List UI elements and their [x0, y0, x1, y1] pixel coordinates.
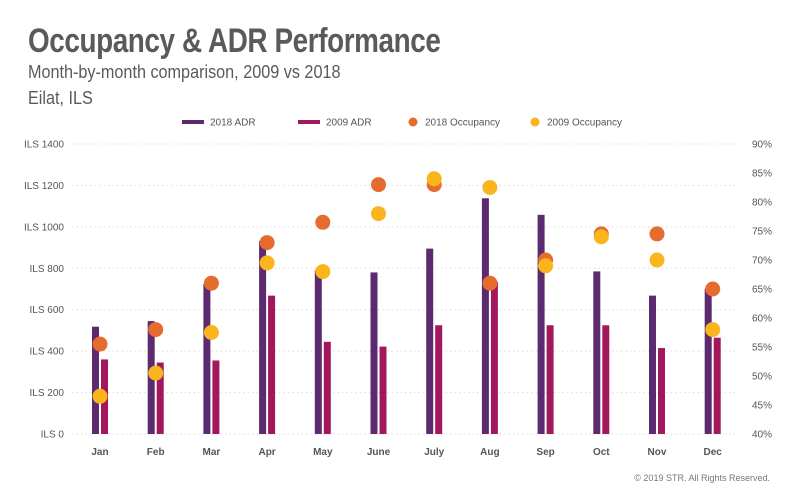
x-tick-label: Nov [648, 447, 667, 458]
x-tick-label: July [424, 447, 444, 458]
left-tick-label: ILS 1200 [24, 181, 64, 192]
bar-2018-adr [370, 272, 378, 434]
x-tick-label: Oct [593, 447, 610, 458]
dot-2018-occupancy [259, 235, 275, 251]
legend-label: 2018 Occupancy [425, 118, 500, 129]
gridlines [72, 143, 738, 435]
x-tick-label: Mar [203, 447, 221, 458]
bar-2018-adr [704, 288, 712, 434]
bar-2009-adr [268, 295, 276, 434]
bar-2009-adr [379, 346, 387, 434]
right-tick-label: 40% [752, 430, 772, 441]
chart-title: Occupancy & ADR Performance [28, 22, 441, 60]
bar-marks [92, 198, 721, 434]
legend-item: 2009 ADR [298, 118, 372, 129]
dot-2009-occupancy [259, 255, 275, 271]
dot-2018-occupancy [482, 275, 498, 291]
right-tick-label: 75% [752, 227, 772, 238]
bar-2018-adr [203, 283, 211, 434]
dot-marks [92, 171, 721, 404]
legend-item: 2018 ADR [182, 118, 256, 129]
left-axis: ILS 0 ILS 200 ILS 400 ILS 600 ILS 800 ILS 100… [24, 140, 64, 441]
left-tick-label: ILS 400 [30, 347, 65, 358]
legend-swatch [530, 117, 540, 127]
dot-2009-occupancy [482, 180, 498, 195]
right-axis: 40% 45% 50% 55% 60% 65% 70% 75% 80% 85% 90% [752, 140, 772, 441]
dot-2009-occupancy [371, 206, 386, 222]
dot-2018-occupancy [705, 281, 721, 297]
x-tick-label: Sep [536, 447, 554, 458]
bar-2018-adr [537, 214, 545, 434]
dot-2009-occupancy [593, 229, 609, 245]
right-tick-label: 55% [752, 343, 772, 354]
dot-2009-occupancy [705, 322, 721, 338]
bar-2009-adr [546, 325, 554, 434]
right-tick-label: 85% [752, 169, 772, 180]
bar-2009-adr [658, 348, 665, 434]
left-tick-label: ILS 600 [30, 305, 65, 316]
x-tick-label: Jan [91, 447, 108, 458]
dot-2009-occupancy [426, 171, 442, 187]
right-tick-label: 65% [752, 285, 772, 296]
dot-2009-occupancy [203, 325, 219, 340]
dot-2009-occupancy [538, 258, 554, 274]
dot-2018-occupancy [371, 177, 386, 193]
right-tick-label: 50% [752, 372, 772, 383]
bar-2009-adr [212, 360, 220, 434]
bar-2009-adr [323, 341, 331, 434]
bar-2009-adr [156, 362, 164, 434]
dot-2018-occupancy [649, 226, 665, 242]
right-tick-label: 70% [752, 256, 772, 267]
x-axis: Jan Feb Mar Apr May June July Aug Sep Oct Nov Dec [91, 447, 722, 458]
right-tick-label: 90% [752, 140, 772, 151]
x-tick-label: Apr [258, 447, 275, 458]
legend-label: 2009 Occupancy [547, 118, 622, 129]
bar-2018-adr [649, 295, 656, 434]
legend-item: 2018 Occupancy [408, 117, 500, 129]
bar-2009-adr [602, 325, 610, 434]
bar-2018-adr [481, 198, 489, 434]
dot-2018-occupancy [148, 322, 164, 338]
legend-label: 2018 ADR [210, 118, 256, 129]
x-tick-label: Feb [147, 447, 165, 458]
right-tick-label: 80% [752, 198, 772, 209]
dot-2009-occupancy [92, 388, 108, 404]
dot-2009-occupancy [315, 264, 331, 280]
x-tick-label: Aug [480, 447, 499, 458]
dot-2018-occupancy [315, 214, 331, 230]
legend: 2018 ADR 2009 ADR 2018 Occupancy 2009 Occup… [182, 117, 622, 129]
left-tick-label: ILS 1400 [24, 140, 64, 151]
chart-location: Eilat, ILS [28, 88, 93, 108]
left-tick-label: ILS 800 [30, 264, 65, 275]
legend-swatch [408, 117, 418, 127]
legend-item: 2009 Occupancy [530, 117, 622, 129]
copyright-footer: © 2019 STR. All Rights Reserved. [634, 473, 770, 483]
dot-2018-occupancy [203, 275, 219, 291]
bar-2018-adr [593, 271, 601, 434]
x-tick-label: May [313, 447, 333, 458]
x-tick-label: Dec [704, 447, 723, 458]
bar-2018-adr [314, 270, 322, 434]
chart-subtitle: Month-by-month comparison, 2009 vs 2018 [28, 62, 341, 82]
left-tick-label: ILS 1000 [24, 222, 64, 233]
bar-2018-adr [92, 326, 99, 434]
x-tick-label: June [367, 447, 391, 458]
right-tick-label: 45% [752, 401, 772, 412]
dot-2018-occupancy [92, 336, 108, 352]
dot-2009-occupancy [649, 252, 665, 268]
bar-2018-adr [426, 248, 434, 434]
bar-2018-adr [259, 240, 267, 434]
dot-2009-occupancy [148, 365, 164, 381]
bar-2009-adr [490, 281, 498, 434]
bar-2009-adr [435, 325, 443, 434]
right-tick-label: 60% [752, 314, 772, 325]
legend-label: 2009 ADR [326, 118, 372, 129]
left-tick-label: ILS 200 [30, 388, 65, 399]
bar-2009-adr [713, 337, 721, 434]
left-tick-label: ILS 0 [41, 430, 65, 441]
